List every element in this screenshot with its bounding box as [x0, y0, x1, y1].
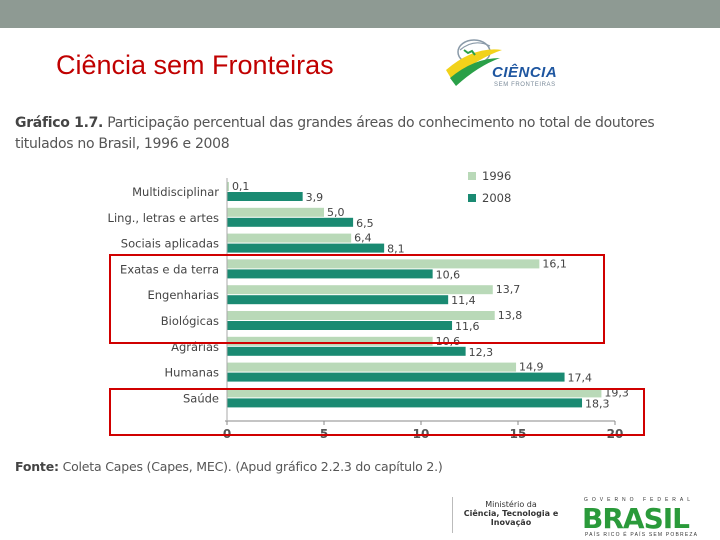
bar-2008: [227, 243, 385, 253]
source-text: Coleta Capes (Capes, MEC). (Apud gráfico…: [62, 459, 443, 474]
category-label: Humanas: [164, 366, 219, 380]
footer-divider: [452, 497, 453, 533]
value-label-2008: 17,4: [568, 372, 593, 385]
source-label: Fonte:: [15, 459, 59, 474]
bar-2008: [227, 346, 466, 356]
value-label-2008: 11,4: [451, 294, 476, 307]
value-label-2008: 11,6: [455, 320, 480, 333]
gov-label: GOVERNO FEDERAL: [584, 497, 695, 503]
value-label-1996: 13,7: [496, 283, 521, 296]
bar-2008: [227, 398, 583, 408]
value-label-2008: 6,5: [356, 217, 374, 230]
brasil-word: BRASIL: [582, 502, 690, 535]
ciencia-sem-fronteiras-logo: CIÊNCIA SEM FRONTEIRAS: [444, 36, 574, 92]
category-label: Agrárias: [171, 340, 219, 354]
category-label: Sociais aplicadas: [121, 237, 219, 251]
bar-chart: 0,1 3,9 Multidisciplinar 5,0 6,5 Ling., letra…: [108, 169, 645, 441]
value-label-2008: 8,1: [387, 243, 405, 256]
value-label-1996: 0,1: [232, 180, 250, 193]
ministerio-line3: Inovação: [490, 518, 532, 527]
category-label: Engenharias: [147, 288, 219, 302]
governo-brasil-logo: GOVERNO FEDERAL BRASIL PAÍS RICO É PAÍS …: [582, 497, 718, 539]
bar-2008: [227, 321, 453, 330]
ministerio-logo: Ministério da Ciência, Tecnologia e Inov…: [456, 500, 566, 527]
value-label-2008: 12,3: [469, 346, 494, 359]
value-label-2008: 10,6: [436, 268, 461, 281]
bar-1996: [227, 233, 352, 243]
ministerio-line1: Ministério da: [485, 500, 537, 509]
value-label-1996: 13,8: [498, 309, 522, 322]
slide-title: Ciência sem Fronteiras: [56, 50, 334, 80]
bar-2008: [227, 217, 354, 227]
globe-swoosh-icon: [446, 39, 502, 86]
logo-subtitle: SEM FRONTEIRAS: [494, 82, 556, 88]
category-label: Saúde: [183, 391, 219, 405]
category-label: Biológicas: [161, 314, 219, 328]
chart-caption: Participação percentual das grandes área…: [15, 115, 655, 152]
value-label-1996: 6,4: [354, 232, 372, 245]
chart-source: Fonte: Coleta Capes (Capes, MEC). (Apud …: [15, 459, 443, 474]
top-bar: [0, 0, 720, 28]
bar-2008: [227, 269, 433, 279]
category-label: Ling., letras e artes: [108, 211, 219, 225]
chart-title: Gráfico 1.7. Participação percentual das…: [15, 113, 705, 155]
bar-2008: [227, 295, 449, 305]
value-label-1996: 10,6: [436, 335, 461, 348]
bar-1996: [227, 336, 433, 346]
legend-label-1996: 1996: [482, 169, 511, 183]
highlight-box: [109, 388, 645, 436]
highlight-box: [109, 254, 605, 344]
bar-1996: [227, 207, 324, 217]
bar-1996: [227, 285, 493, 295]
bar-1996: [227, 259, 540, 269]
category-label: Exatas e da terra: [120, 262, 219, 276]
value-label-2008: 18,3: [585, 397, 610, 410]
logo-word: CIÊNCIA: [492, 64, 558, 81]
bar-1996: [227, 311, 495, 320]
value-label-1996: 5,0: [327, 206, 345, 219]
ministerio-line2: Ciência, Tecnologia e: [463, 509, 559, 518]
legend-label-2008: 2008: [482, 191, 511, 205]
value-label-2008: 3,9: [306, 191, 324, 204]
bar-2008: [227, 192, 303, 201]
value-label-1996: 16,1: [542, 257, 567, 270]
bar-1996: [227, 362, 517, 372]
bar-2008: [227, 372, 565, 382]
legend-swatch-2008: [468, 194, 476, 202]
bar-1996: [227, 182, 229, 191]
category-label: Multidisciplinar: [132, 185, 219, 199]
bar-1996: [227, 388, 602, 398]
brasil-tagline: PAÍS RICO É PAÍS SEM POBREZA: [585, 532, 699, 538]
value-label-1996: 14,9: [519, 361, 544, 374]
legend-swatch-1996: [468, 172, 476, 180]
chart-figure-label: Gráfico 1.7.: [15, 115, 104, 131]
